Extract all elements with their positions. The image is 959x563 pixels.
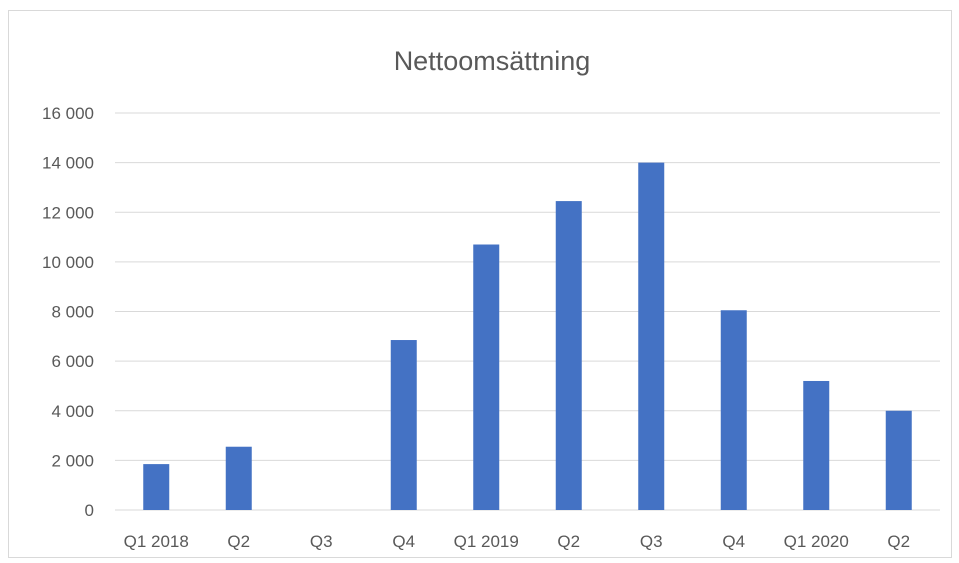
bar (803, 380, 830, 510)
x-tick-label: Q3 (310, 532, 333, 551)
bar (555, 201, 582, 510)
y-axis-ticks: 0 2 000 4 000 6 000 8 000 10 000 12 000 14 000 1… (42, 104, 94, 520)
x-axis-ticks: Q1 2018 Q2 Q3 Q4 Q1 2019 Q2 Q3 Q4 Q1 2020 Q2 (124, 532, 910, 551)
x-tick-label: Q2 (887, 532, 910, 551)
y-tick-label: 12 000 (42, 203, 94, 222)
y-tick-label: 8 000 (51, 303, 94, 322)
bar (638, 162, 665, 510)
y-tick-label: 14 000 (42, 154, 94, 173)
y-tick-label: 0 (85, 501, 94, 520)
bar (390, 340, 417, 510)
y-tick-label: 4 000 (51, 402, 94, 421)
bar (143, 464, 170, 510)
y-tick-label: 6 000 (51, 352, 94, 371)
bar (885, 410, 912, 510)
y-tick-label: 10 000 (42, 253, 94, 272)
y-tick-label: 16 000 (42, 104, 94, 123)
bar (225, 446, 252, 510)
bar (720, 310, 747, 510)
x-tick-label: Q1 2020 (784, 532, 849, 551)
chart-title: Nettoomsättning (394, 46, 591, 76)
x-tick-label: Q3 (640, 532, 663, 551)
x-tick-label: Q4 (392, 532, 415, 551)
gridlines (115, 112, 940, 511)
x-tick-label: Q2 (557, 532, 580, 551)
bar (473, 244, 500, 510)
x-tick-label: Q4 (722, 532, 745, 551)
bars (143, 162, 912, 510)
x-tick-label: Q1 2018 (124, 532, 189, 551)
y-tick-label: 2 000 (51, 451, 94, 470)
x-tick-label: Q2 (227, 532, 250, 551)
x-tick-label: Q1 2019 (454, 532, 519, 551)
